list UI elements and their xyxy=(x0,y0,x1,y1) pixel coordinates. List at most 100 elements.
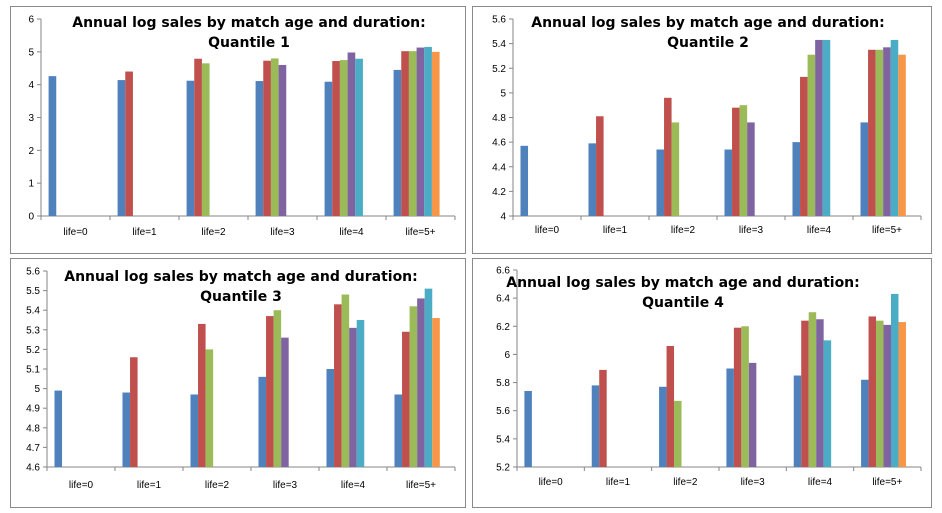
x-category-label: life=4 xyxy=(341,480,366,491)
y-tick-label: 5.2 xyxy=(26,345,40,356)
y-tick-label: 4.2 xyxy=(492,187,506,198)
y-tick-label: 6.4 xyxy=(496,294,510,305)
bar-life-2-second-series xyxy=(198,323,206,467)
y-tick-label: 6 xyxy=(504,350,510,361)
y-tick-label: 5.4 xyxy=(492,39,506,50)
bar-life-3-fourth-series xyxy=(747,122,755,216)
bar-life-4-fourth-series xyxy=(815,39,823,217)
bar-life-5plus-fifth-series xyxy=(890,39,899,217)
bar-life-1-first-series xyxy=(588,143,597,216)
bar-life-4-second-series xyxy=(801,320,809,467)
bar-life-4-second-series xyxy=(332,61,340,216)
x-category-label: life=5+ xyxy=(872,477,902,488)
chart-subtitle-quantile: Quantile 2 xyxy=(667,35,749,51)
y-tick-label: 5.4 xyxy=(26,306,40,317)
bar-life-5plus-sixth-series xyxy=(432,318,440,467)
bar-life-5plus-first-series xyxy=(394,394,403,467)
chart-svg-quantile-4: 5.2 5.4 5.6 5.8 6 6.2 6.4 6.6 life=0 life=1 life=2… xyxy=(496,266,922,488)
bar-life-2-third-series xyxy=(205,349,214,467)
bar-life-2-first-series xyxy=(656,149,665,216)
y-tick-label: 5 xyxy=(500,88,506,99)
y-tick-label: 4.6 xyxy=(26,463,40,474)
y-tick-label: 4.8 xyxy=(26,423,40,434)
bar-life-5plus-fifth-series xyxy=(424,288,433,467)
bar-life-3-third-series xyxy=(270,58,279,217)
y-tick-label: 5.2 xyxy=(496,463,510,474)
y-tick-label: 5.2 xyxy=(492,64,506,75)
bar-life-5plus-second-series xyxy=(401,51,409,216)
bar-life-5plus-third-series xyxy=(875,49,884,216)
bar-life-1-first-series xyxy=(591,385,600,467)
bar-life-1-second-series xyxy=(596,116,604,216)
bar-life-4-third-series xyxy=(808,312,817,467)
bar-life-4-fifth-series xyxy=(823,340,832,467)
bar-life-2-second-series xyxy=(664,97,672,216)
y-tick-label: 4.6 xyxy=(492,138,506,149)
x-category-label: life=1 xyxy=(132,227,157,238)
bar-life-5plus-third-series xyxy=(409,306,418,467)
bar-life-0-first-series xyxy=(524,391,532,467)
bar-life-5plus-first-series xyxy=(860,122,869,216)
y-tick-label: 5.3 xyxy=(26,325,40,336)
y-tick-label: 5.6 xyxy=(26,267,40,278)
chart-panel-quantile-4: 5.2 5.4 5.6 5.8 6 6.2 6.4 6.6 life=0 life=1 life=2… xyxy=(472,258,932,508)
bar-life-4-fifth-series xyxy=(356,320,365,467)
chart-subtitle-quantile: Quantile 1 xyxy=(208,35,290,51)
chart-svg-quantile-1: 0 1 2 3 4 5 6 life=0 life=1 life=2 life=3 life=4 lif… xyxy=(28,15,456,238)
bar-life-2-first-series xyxy=(186,80,195,216)
chart-title: Annual log sales by match age and durati… xyxy=(531,15,885,31)
bar-life-0-first-series xyxy=(520,145,529,216)
x-category-label: life=0 xyxy=(69,480,94,491)
bar-life-5plus-fifth-series xyxy=(890,293,899,467)
chart-panel-quantile-2: 4 4.2 4.4 4.6 4.8 5 5.2 5.4 5.6 life=0 life=1 life=… xyxy=(472,6,932,254)
y-tick-label: 6.6 xyxy=(496,266,510,277)
y-tick-label: 5.6 xyxy=(492,15,506,26)
y-tick-label: 5.8 xyxy=(496,378,510,389)
bar-life-4-fifth-series xyxy=(822,39,831,217)
y-tick-label: 4.4 xyxy=(492,162,506,173)
bar-life-3-second-series xyxy=(733,327,742,467)
bar-life-5plus-fourth-series xyxy=(883,324,891,467)
bar-life-4-third-series xyxy=(339,60,348,216)
chart-svg-quantile-3: 4.6 4.7 4.8 4.9 5 5.1 5.2 5.3 5.4 5.5 5.6 life=0 lif… xyxy=(26,267,456,491)
bar-life-5plus-third-series xyxy=(876,320,884,467)
x-category-label: life=0 xyxy=(535,225,560,236)
y-tick-label: 5.6 xyxy=(496,406,510,417)
bar-life-4-third-series xyxy=(341,294,350,467)
bar-life-3-first-series xyxy=(255,81,264,217)
bar-life-3-first-series xyxy=(258,376,267,467)
chart-subtitle-quantile: Quantile 4 xyxy=(642,295,724,311)
bar-life-5plus-second-series xyxy=(868,49,876,216)
chart-title: Annual log sales by match age and durati… xyxy=(64,269,418,285)
x-category-label: life=1 xyxy=(603,225,628,236)
bar-life-0-first-series xyxy=(54,390,63,467)
bar-life-1-first-series xyxy=(117,80,126,216)
bar-life-3-third-series xyxy=(741,326,749,467)
x-category-label: life=5+ xyxy=(872,225,902,236)
chart-title: Annual log sales by match age and durati… xyxy=(506,275,860,291)
bar-life-3-fourth-series xyxy=(281,337,289,467)
bar-life-2-third-series xyxy=(201,63,210,217)
x-category-label: life=4 xyxy=(339,227,364,238)
y-tick-label: 5.4 xyxy=(496,434,510,445)
bar-life-1-first-series xyxy=(122,392,131,467)
bar-life-0-first-series xyxy=(48,76,57,216)
bar-life-5plus-sixth-series xyxy=(898,54,906,216)
bar-life-4-first-series xyxy=(792,142,801,216)
bar-life-5plus-fourth-series xyxy=(416,47,425,216)
y-tick-label: 2 xyxy=(28,146,34,157)
x-category-label: life=5+ xyxy=(405,227,435,238)
bar-life-1-second-series xyxy=(130,357,138,467)
bar-life-3-second-series xyxy=(732,107,740,216)
bar-life-5plus-sixth-series xyxy=(898,322,906,467)
bar-life-1-second-series xyxy=(599,369,607,467)
y-tick-label: 4.9 xyxy=(26,404,40,415)
bar-life-3-second-series xyxy=(263,60,271,216)
chart-title: Annual log sales by match age and durati… xyxy=(72,15,426,31)
bar-life-5plus-sixth-series xyxy=(431,51,440,217)
bar-life-5plus-third-series xyxy=(408,51,417,216)
x-category-label: life=1 xyxy=(137,480,162,491)
y-tick-label: 1 xyxy=(28,179,34,190)
y-tick-label: 4.7 xyxy=(26,443,40,454)
bar-life-3-first-series xyxy=(726,368,734,467)
